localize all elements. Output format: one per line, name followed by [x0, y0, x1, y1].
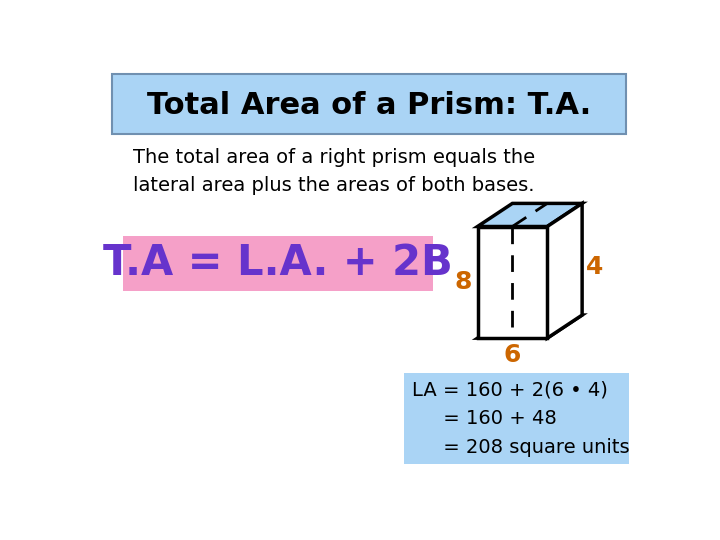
Text: 8: 8	[455, 271, 472, 294]
Polygon shape	[477, 204, 582, 226]
FancyBboxPatch shape	[122, 236, 433, 291]
Text: Total Area of a Prism: T.A.: Total Area of a Prism: T.A.	[147, 91, 591, 120]
Polygon shape	[547, 204, 582, 338]
Text: 4: 4	[586, 255, 603, 279]
Text: The total area of a right prism equals the
lateral area plus the areas of both b: The total area of a right prism equals t…	[132, 148, 535, 195]
Text: 6: 6	[504, 343, 521, 367]
FancyBboxPatch shape	[112, 74, 626, 134]
Text: LA = 160 + 2(6 • 4)
     = 160 + 48
     = 208 square units: LA = 160 + 2(6 • 4) = 160 + 48 = 208 squ…	[412, 381, 629, 457]
FancyBboxPatch shape	[404, 373, 629, 464]
Polygon shape	[477, 315, 582, 338]
Text: T.A = L.A. + 2B: T.A = L.A. + 2B	[103, 242, 452, 285]
Polygon shape	[477, 226, 547, 338]
